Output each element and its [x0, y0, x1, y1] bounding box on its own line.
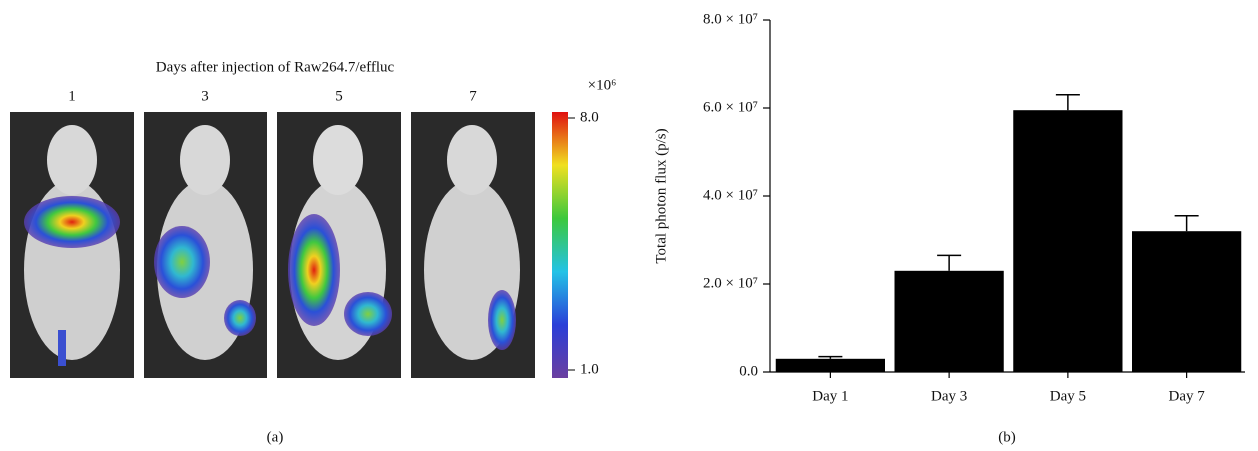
- x-tick-label: Day 1: [812, 388, 848, 404]
- bar: [894, 270, 1004, 372]
- y-axis-label: Total photon flux (p/s): [653, 128, 669, 263]
- day-label: 5: [335, 88, 343, 104]
- mouse-image: [411, 112, 535, 378]
- y-tick-label: 2.0 × 10⁷: [703, 275, 758, 291]
- day-label: 3: [201, 88, 209, 104]
- day-label: 1: [68, 88, 76, 104]
- bar: [1013, 110, 1123, 372]
- y-tick-label: 8.0 × 10⁷: [703, 11, 758, 27]
- panel-caption: (a): [267, 429, 284, 445]
- day-label: 7: [469, 88, 477, 104]
- colorbar-multiplier: ×10⁶: [588, 77, 617, 93]
- colorbar: [552, 112, 568, 378]
- x-tick-label: Day 3: [931, 388, 967, 404]
- mouse-image: [144, 112, 267, 378]
- mouse-image: [277, 112, 401, 378]
- y-tick-label: 6.0 × 10⁷: [703, 99, 758, 115]
- bar: [1132, 231, 1242, 372]
- mouse-image: [10, 112, 134, 378]
- y-tick-label: 4.0 × 10⁷: [703, 187, 758, 203]
- x-tick-label: Day 7: [1169, 388, 1206, 404]
- mouse-images: [10, 112, 535, 378]
- colorbar-tick-label: 1.0: [580, 361, 599, 377]
- bar: [775, 358, 885, 372]
- y-tick-label: 0.0: [739, 363, 758, 379]
- x-tick-label: Day 5: [1050, 388, 1086, 404]
- colorbar-tick-label: 8.0: [580, 109, 599, 125]
- panel-caption: (b): [998, 429, 1016, 445]
- panel-title: Days after injection of Raw264.7/effluc: [156, 59, 395, 75]
